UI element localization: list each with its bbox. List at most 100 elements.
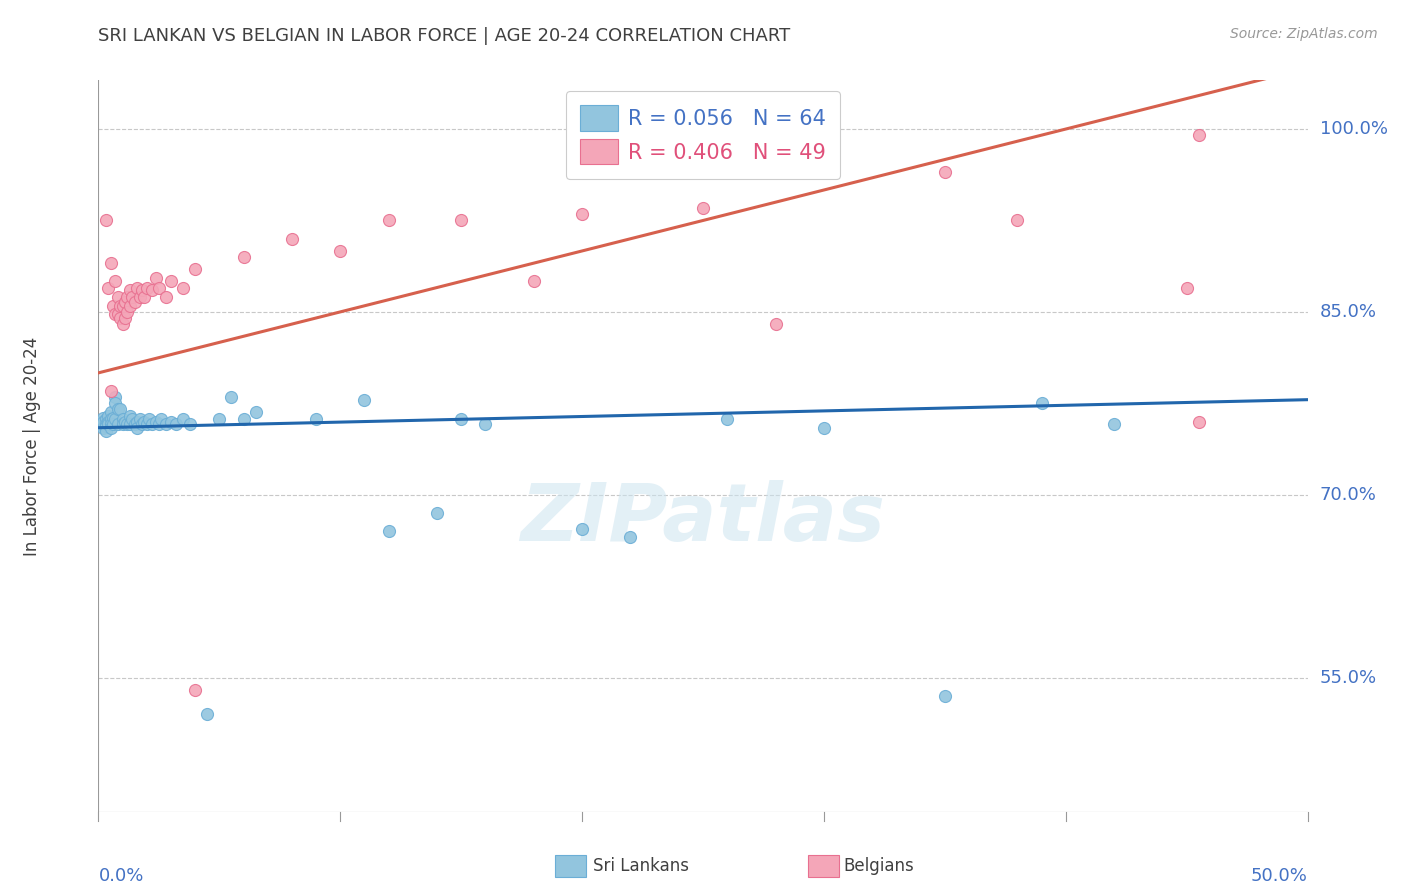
Point [1102, 417, 1125, 431]
Point [100, 384, 122, 399]
Point [97, 417, 120, 431]
Text: 85.0%: 85.0% [1320, 303, 1376, 321]
Text: 50.0%: 50.0% [1251, 867, 1308, 885]
Point [571, 522, 593, 536]
Point [1175, 280, 1198, 294]
Point [150, 412, 173, 426]
Point [117, 290, 139, 304]
Point [571, 207, 593, 221]
Point [165, 417, 187, 431]
Point [934, 165, 956, 179]
Point [90, 415, 112, 429]
Point [716, 412, 738, 426]
Point [91, 421, 114, 435]
Point [160, 275, 183, 289]
Point [934, 689, 956, 703]
Point [118, 283, 141, 297]
Point [619, 531, 641, 545]
Point [141, 417, 163, 431]
Point [101, 299, 124, 313]
Point [114, 295, 136, 310]
Text: 0.0%: 0.0% [98, 867, 143, 885]
Point [107, 417, 129, 431]
Point [281, 232, 304, 246]
Text: Sri Lankans: Sri Lankans [593, 857, 689, 875]
Text: 55.0%: 55.0% [1320, 669, 1376, 687]
Point [172, 412, 194, 426]
Point [118, 409, 141, 423]
Point [94, 417, 117, 431]
Point [179, 417, 201, 431]
Point [450, 213, 472, 227]
Point [1188, 128, 1211, 143]
Legend: R = 0.056   N = 64, R = 0.406   N = 49: R = 0.056 N = 64, R = 0.406 N = 49 [565, 91, 841, 179]
Point [100, 412, 122, 426]
Point [155, 290, 177, 304]
Point [134, 290, 156, 304]
Point [104, 396, 127, 410]
Point [107, 402, 129, 417]
Point [377, 213, 399, 227]
Point [148, 280, 170, 294]
Point [450, 412, 472, 426]
Point [100, 256, 122, 270]
Point [221, 390, 243, 404]
Point [127, 415, 149, 429]
Point [232, 250, 254, 264]
Point [195, 707, 218, 722]
Point [813, 421, 835, 435]
Point [131, 417, 153, 431]
Point [184, 262, 207, 277]
Point [104, 390, 127, 404]
Point [91, 411, 114, 425]
Point [329, 244, 352, 258]
Point [232, 412, 254, 426]
Point [104, 275, 127, 289]
Point [716, 128, 738, 143]
Point [107, 290, 129, 304]
Point [128, 412, 150, 426]
Text: Belgians: Belgians [844, 857, 914, 875]
Point [184, 682, 207, 697]
Point [94, 412, 117, 426]
Point [101, 417, 124, 431]
Point [118, 299, 141, 313]
Point [97, 415, 120, 429]
Point [1007, 213, 1029, 227]
Point [148, 417, 170, 431]
Point [145, 270, 167, 285]
Point [160, 415, 183, 429]
Point [765, 317, 787, 331]
Point [90, 417, 112, 431]
Point [91, 415, 114, 429]
Point [127, 280, 149, 294]
Point [111, 299, 134, 313]
Point [1031, 396, 1053, 410]
Point [107, 307, 129, 321]
Point [128, 290, 150, 304]
Point [100, 405, 122, 419]
Text: Source: ZipAtlas.com: Source: ZipAtlas.com [1230, 27, 1378, 41]
Point [208, 412, 231, 426]
Point [94, 425, 117, 439]
Point [134, 415, 156, 429]
Point [118, 417, 141, 431]
Point [101, 411, 124, 425]
Point [111, 412, 134, 426]
Point [117, 417, 139, 431]
Point [138, 412, 160, 426]
Point [111, 317, 134, 331]
Point [135, 417, 157, 431]
Text: 70.0%: 70.0% [1320, 486, 1376, 504]
Point [426, 506, 449, 520]
Point [121, 412, 143, 426]
Point [474, 417, 496, 431]
Point [97, 280, 120, 294]
Point [523, 275, 546, 289]
Point [692, 202, 714, 216]
Point [94, 419, 117, 434]
Point [117, 305, 139, 319]
Point [94, 213, 117, 227]
Point [145, 415, 167, 429]
Point [131, 283, 153, 297]
